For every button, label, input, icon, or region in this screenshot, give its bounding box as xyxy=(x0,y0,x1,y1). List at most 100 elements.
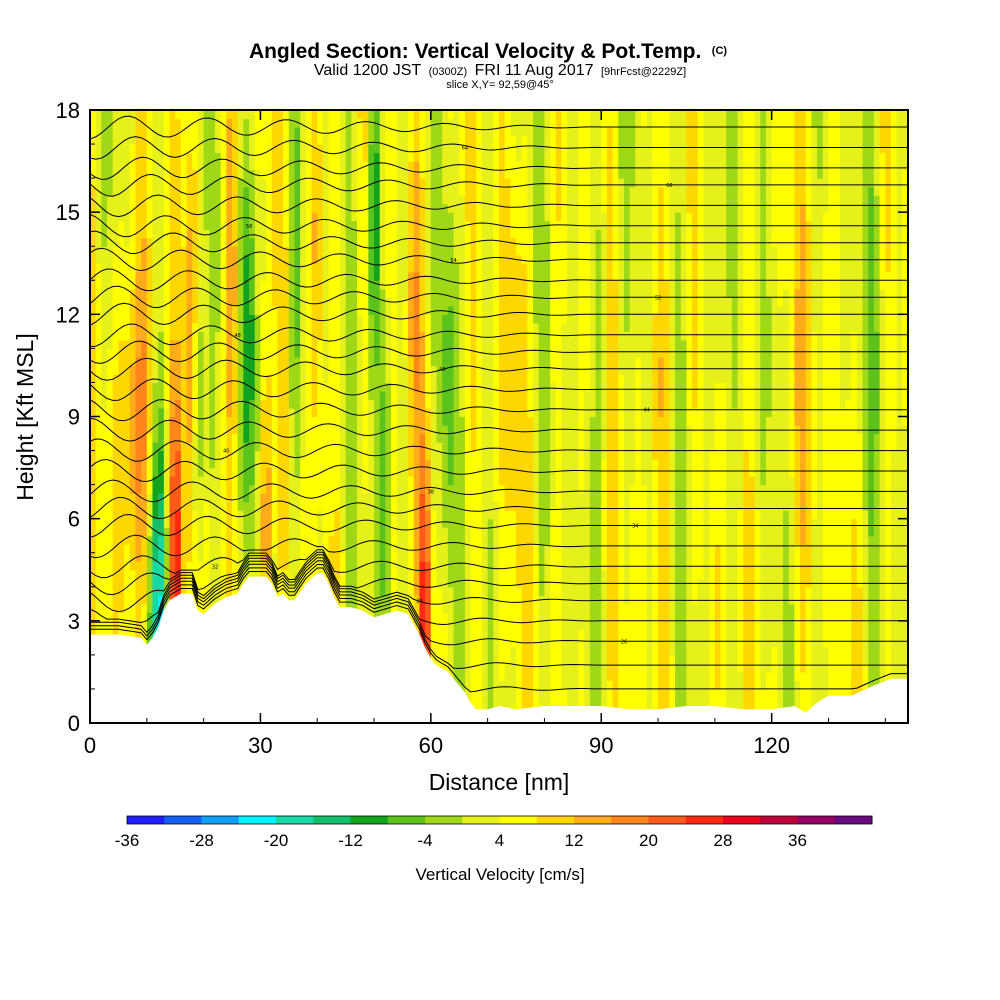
velocity-cell xyxy=(345,178,352,188)
velocity-cell xyxy=(101,561,108,571)
velocity-cell xyxy=(339,348,347,358)
velocity-cell xyxy=(112,288,119,298)
velocity-cell xyxy=(129,629,137,639)
velocity-cell xyxy=(288,476,296,486)
velocity-cell xyxy=(470,314,477,324)
velocity-cell xyxy=(447,118,455,128)
velocity-cell xyxy=(339,118,347,128)
velocity-cell xyxy=(453,314,460,324)
velocity-cell xyxy=(203,220,210,230)
velocity-cell xyxy=(124,152,131,162)
velocity-cell xyxy=(345,220,352,230)
velocity-cell xyxy=(249,416,256,426)
velocity-cell xyxy=(254,169,262,179)
velocity-cell xyxy=(107,442,114,452)
velocity-cell xyxy=(413,212,421,222)
velocity-cell xyxy=(152,118,159,128)
velocity-cell xyxy=(124,127,131,137)
velocity-cell xyxy=(254,339,262,349)
velocity-cell xyxy=(391,305,398,315)
velocity-cell xyxy=(169,510,176,520)
velocity-cell xyxy=(158,220,165,230)
velocity-cell xyxy=(436,195,443,205)
velocity-cell xyxy=(470,493,477,503)
velocity-cell xyxy=(464,254,472,264)
velocity-cell xyxy=(305,220,313,230)
velocity-cell xyxy=(260,203,267,213)
velocity-cell xyxy=(266,339,273,349)
velocity-cell xyxy=(220,561,227,571)
velocity-cell xyxy=(95,407,102,418)
velocity-cell xyxy=(430,169,438,179)
velocity-cell xyxy=(396,518,404,528)
velocity-cell xyxy=(459,476,466,486)
velocity-cell xyxy=(169,348,176,358)
velocity-cell xyxy=(203,280,210,290)
velocity-cell xyxy=(413,569,421,579)
velocity-cell xyxy=(345,135,352,145)
velocity-cell xyxy=(368,390,375,401)
velocity-cell xyxy=(453,297,460,307)
velocity-cell xyxy=(470,280,477,290)
velocity-cell xyxy=(226,382,233,392)
velocity-cell xyxy=(436,527,443,537)
velocity-cell xyxy=(226,552,233,562)
velocity-cell xyxy=(243,382,250,392)
velocity-cell xyxy=(436,416,443,426)
velocity-cell xyxy=(368,586,375,596)
velocity-cell xyxy=(232,365,239,375)
velocity-cell xyxy=(271,373,279,384)
velocity-cell xyxy=(95,612,102,622)
velocity-cell xyxy=(214,220,222,230)
velocity-cell xyxy=(152,603,159,613)
velocity-cell xyxy=(374,399,381,409)
velocity-cell xyxy=(288,450,296,460)
velocity-cell xyxy=(470,501,477,511)
velocity-cell xyxy=(442,373,449,384)
velocity-cell xyxy=(436,442,443,452)
velocity-cell xyxy=(334,552,341,562)
velocity-cell xyxy=(294,390,301,401)
velocity-cell xyxy=(232,314,239,324)
velocity-cell xyxy=(408,135,415,145)
velocity-cell xyxy=(112,561,119,571)
velocity-cell xyxy=(124,484,131,494)
velocity-cell xyxy=(141,356,148,367)
velocity-cell xyxy=(328,237,335,247)
velocity-cell xyxy=(351,212,358,222)
velocity-cell xyxy=(447,229,455,239)
velocity-cell xyxy=(271,314,279,324)
velocity-cell xyxy=(197,459,205,469)
velocity-cell xyxy=(425,612,432,622)
velocity-cell xyxy=(101,356,108,367)
velocity-cell xyxy=(464,305,472,315)
velocity-cell xyxy=(322,510,330,520)
velocity-cell xyxy=(476,305,483,315)
velocity-cell xyxy=(436,212,443,222)
velocity-cell xyxy=(101,425,108,435)
velocity-cell xyxy=(180,527,188,537)
velocity-cell xyxy=(158,433,165,443)
velocity-cell xyxy=(180,433,188,443)
velocity-cell xyxy=(425,390,432,401)
velocity-cell xyxy=(129,203,137,213)
velocity-cell xyxy=(271,203,279,213)
velocity-cell xyxy=(419,161,426,171)
velocity-cell xyxy=(339,578,347,588)
velocity-cell xyxy=(464,578,472,588)
velocity-cell xyxy=(368,365,375,375)
velocity-cell xyxy=(169,544,176,554)
velocity-cell xyxy=(442,348,449,358)
velocity-cell xyxy=(447,493,455,503)
velocity-cell xyxy=(453,110,460,120)
velocity-cell xyxy=(334,254,341,264)
velocity-cell xyxy=(459,459,466,469)
velocity-cell xyxy=(197,569,205,579)
velocity-cell xyxy=(379,407,386,418)
velocity-cell xyxy=(237,552,244,562)
velocity-cell xyxy=(311,110,318,120)
velocity-cell xyxy=(175,288,182,298)
velocity-cell xyxy=(351,535,358,545)
velocity-cell xyxy=(396,450,404,460)
velocity-cell xyxy=(175,510,182,520)
